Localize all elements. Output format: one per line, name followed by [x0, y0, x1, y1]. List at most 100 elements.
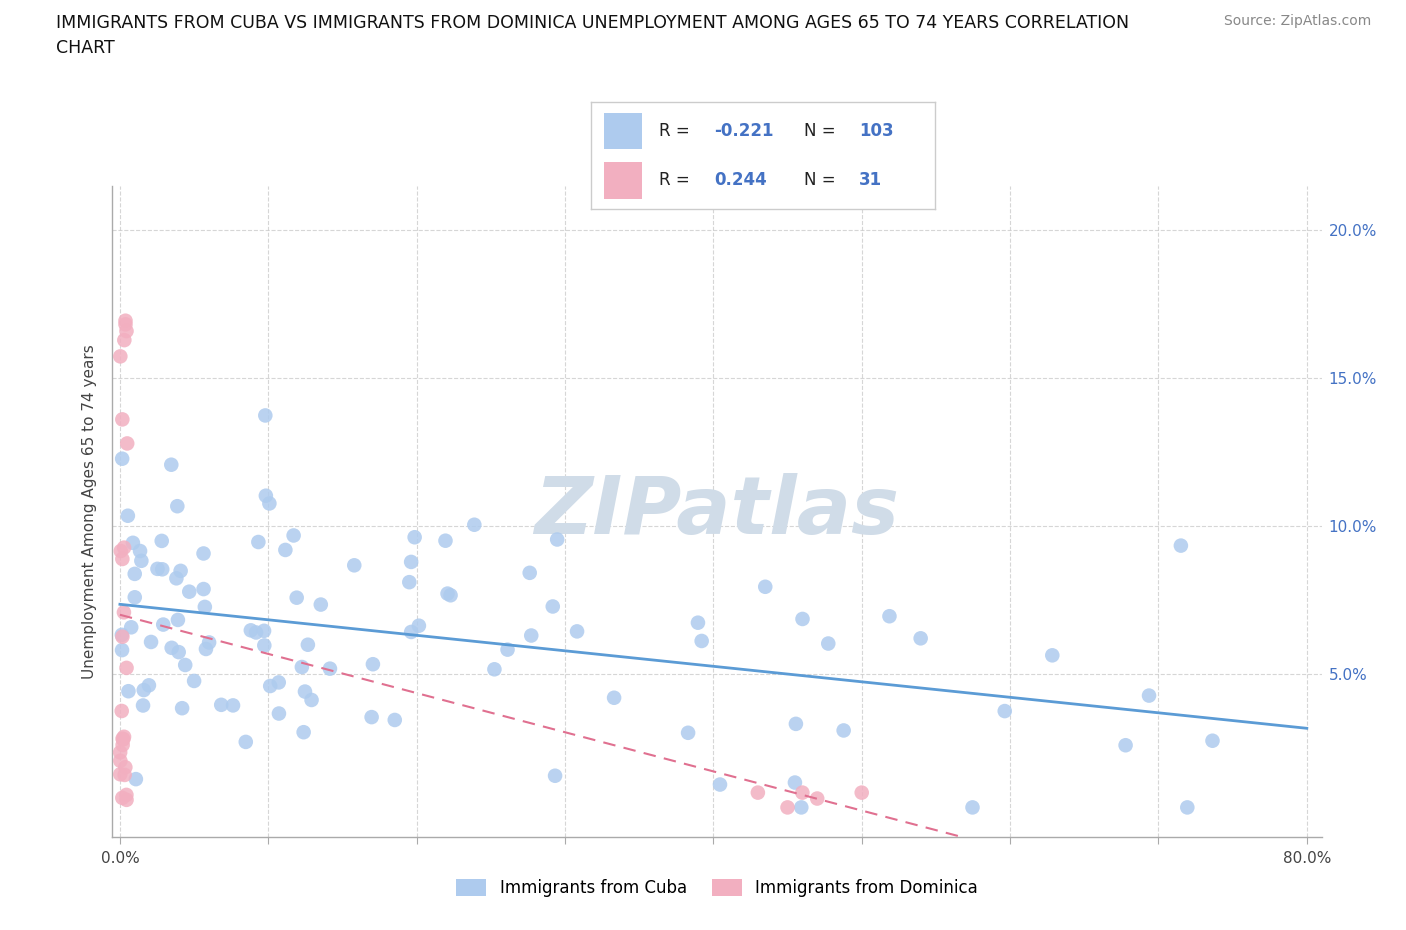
- Point: [150, 534, 173, 549]
- Text: -0.221: -0.221: [714, 122, 775, 140]
- Point: [676, 725, 699, 740]
- Point: [194, 600, 217, 615]
- Point: [114, 760, 136, 775]
- Point: [111, 703, 134, 718]
- Point: [111, 790, 134, 805]
- Point: [112, 604, 135, 619]
- Point: [209, 698, 232, 712]
- Point: [124, 566, 146, 581]
- Point: [484, 662, 506, 677]
- Point: [754, 579, 776, 594]
- Point: [169, 564, 191, 578]
- Point: [1040, 648, 1063, 663]
- Point: [138, 678, 160, 693]
- Point: [111, 737, 134, 752]
- Point: [108, 745, 131, 760]
- Point: [285, 591, 308, 605]
- Point: [110, 767, 132, 782]
- Point: [111, 412, 134, 427]
- Point: [399, 554, 422, 569]
- Point: [193, 581, 215, 596]
- Point: [146, 562, 169, 577]
- Point: [253, 638, 276, 653]
- Point: [165, 571, 187, 586]
- Text: 0.244: 0.244: [714, 171, 768, 190]
- Y-axis label: Unemployment Among Ages 65 to 74 years: Unemployment Among Ages 65 to 74 years: [82, 344, 97, 679]
- Point: [125, 772, 148, 787]
- Point: [115, 660, 138, 675]
- Point: [167, 644, 190, 659]
- Point: [254, 408, 277, 423]
- Point: [259, 679, 281, 694]
- Point: [806, 791, 828, 806]
- Point: [343, 558, 366, 573]
- Point: [114, 313, 136, 328]
- Point: [879, 609, 901, 624]
- Point: [962, 800, 984, 815]
- Point: [294, 684, 316, 699]
- Point: [110, 543, 132, 558]
- Point: [267, 675, 290, 690]
- Point: [436, 586, 458, 601]
- Point: [193, 546, 215, 561]
- Point: [1115, 737, 1137, 752]
- Point: [160, 458, 183, 472]
- Text: 103: 103: [859, 122, 894, 140]
- Point: [1137, 688, 1160, 703]
- Point: [114, 317, 136, 332]
- Text: ZIPatlas: ZIPatlas: [534, 472, 900, 551]
- Point: [247, 535, 270, 550]
- Point: [150, 562, 173, 577]
- Point: [111, 643, 134, 658]
- FancyBboxPatch shape: [605, 113, 643, 150]
- Point: [253, 623, 276, 638]
- Point: [792, 612, 814, 627]
- Text: IMMIGRANTS FROM CUBA VS IMMIGRANTS FROM DOMINICA UNEMPLOYMENT AMONG AGES 65 TO 7: IMMIGRANTS FROM CUBA VS IMMIGRANTS FROM …: [56, 14, 1129, 57]
- Point: [291, 659, 314, 674]
- Point: [117, 684, 139, 698]
- Point: [384, 712, 406, 727]
- Point: [910, 631, 932, 645]
- Text: N =: N =: [804, 171, 841, 190]
- Point: [122, 536, 145, 551]
- Point: [360, 710, 382, 724]
- Point: [115, 324, 138, 339]
- Point: [747, 785, 769, 800]
- Point: [124, 590, 146, 604]
- Point: [120, 620, 142, 635]
- Point: [198, 635, 221, 650]
- Point: [167, 613, 190, 628]
- Point: [463, 517, 485, 532]
- Point: [132, 683, 155, 698]
- Point: [686, 616, 709, 631]
- Point: [111, 551, 134, 566]
- Point: [783, 775, 806, 790]
- Point: [112, 732, 135, 747]
- Legend: Immigrants from Cuba, Immigrants from Dominica: Immigrants from Cuba, Immigrants from Do…: [450, 872, 984, 904]
- Point: [297, 637, 319, 652]
- Point: [832, 723, 855, 737]
- Point: [129, 543, 152, 558]
- Point: [565, 624, 588, 639]
- Point: [690, 633, 713, 648]
- Point: [179, 584, 201, 599]
- Point: [785, 716, 807, 731]
- FancyBboxPatch shape: [605, 162, 643, 199]
- Point: [520, 628, 543, 643]
- Point: [194, 642, 217, 657]
- Point: [817, 636, 839, 651]
- Point: [283, 528, 305, 543]
- Point: [131, 553, 153, 568]
- Point: [309, 597, 332, 612]
- Point: [851, 785, 873, 800]
- Point: [541, 599, 564, 614]
- Point: [112, 540, 135, 555]
- Point: [274, 542, 297, 557]
- Point: [994, 704, 1017, 719]
- Point: [172, 700, 194, 715]
- Point: [166, 498, 188, 513]
- Point: [239, 623, 262, 638]
- Point: [792, 785, 814, 800]
- Point: [434, 533, 457, 548]
- Point: [160, 641, 183, 656]
